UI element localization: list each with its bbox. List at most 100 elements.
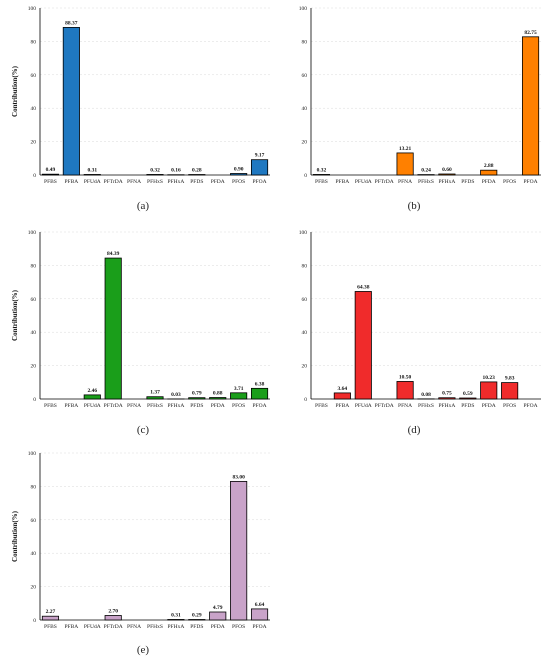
y-tick-label: 60 [302,297,308,303]
data-label: 3.71 [234,386,244,392]
bar [501,382,519,400]
data-label: 9.17 [255,153,265,159]
x-tick-label: PFHxA [439,179,456,185]
x-tick-label: PFHxA [168,179,185,185]
data-label: 10.23 [483,375,496,381]
x-tick-label: PFOS [503,403,516,409]
x-tick-label: PFBS [315,179,328,185]
bar [62,27,80,176]
panel-caption-d: (d) [407,424,421,436]
x-tick-label: PFDS [190,179,203,185]
y-tick-label: 40 [302,106,308,112]
x-tick-label: PFNA [127,403,141,409]
chart-panel-b: 0 20 40 60 80 100 0.32 PFBS PFBA PFUdA PFTrDA 13.21… [279,4,549,209]
x-tick-label: PFOS [503,179,516,185]
y-tick-label: 40 [31,551,37,557]
data-label: 9.83 [505,376,515,382]
bar [41,615,60,621]
y-tick-label: 80 [31,484,37,490]
x-tick-label: PFDS [190,403,203,409]
data-label: 4.79 [213,605,223,611]
data-label: 0.31 [171,612,181,618]
data-label: 0.32 [317,167,327,173]
x-tick-label: PFOS [232,179,245,185]
chart-svg-d: 0 20 40 60 80 100 PFBS 3.64 PFBA 64.38 PFUdA PFTrDA… [299,230,541,409]
x-tick-label: PFDA [211,624,225,630]
x-tick-label: PFDA [482,179,496,185]
data-label: 0.90 [234,166,244,172]
x-tick-label: PFBA [335,179,349,185]
x-tick-label: PFOA [253,179,267,185]
chart-panel-c: 0 20 40 60 80 100 Contribution(%) PFBS PFBA 2.46 P… [8,228,278,433]
x-tick-label: PFDS [190,624,203,630]
chart-svg-e: 0 20 40 60 80 100 Contribution(%) 2.27 PFBS PFBA P… [11,451,270,630]
bar [250,608,269,621]
data-label: 0.75 [442,391,452,397]
y-tick-label: 0 [33,397,36,403]
bar [250,159,269,176]
y-axis-label: Contribution(%) [11,65,19,117]
y-tick-label: 100 [299,230,308,236]
data-label: 0.32 [150,167,160,173]
data-label: 2.27 [46,609,56,615]
x-tick-label: PFDA [482,403,496,409]
data-label: 0.28 [192,168,202,174]
data-label: 0.03 [171,392,181,398]
y-axis-label: Contribution(%) [11,289,19,341]
x-tick-label: PFTrDA [375,179,394,185]
data-label: 2.88 [484,163,494,169]
data-label: 0.60 [442,167,452,173]
bar [209,397,227,400]
x-tick-label: PFHxA [168,403,185,409]
data-label: 0.29 [192,613,202,619]
bar [250,387,269,400]
x-tick-label: PFNA [398,179,412,185]
y-tick-label: 20 [302,140,308,146]
data-label: 0.88 [213,391,223,397]
y-tick-label: 100 [299,6,308,12]
bar [480,169,498,176]
bar [146,174,164,176]
x-tick-label: PFTrDA [104,624,123,630]
bar [230,392,248,400]
x-tick-label: PFUdA [355,179,372,185]
y-tick-label: 100 [28,230,37,236]
y-tick-label: 20 [302,364,308,370]
panel-caption-a: (a) [136,200,150,212]
bar [188,397,206,400]
chart-panel-a: 0 20 40 60 80 100 Contribution(%) 0.49 PFBS 88.37… [8,4,278,209]
panel-caption-b: (b) [407,200,421,212]
x-tick-label: PFBS [44,179,57,185]
x-tick-label: PFOS [232,403,245,409]
x-tick-label: PFUdA [84,403,101,409]
data-label: 0.79 [192,391,202,397]
bar [209,611,227,621]
x-tick-label: PFHxA [168,624,185,630]
bar [438,397,456,400]
bar [83,394,101,400]
data-label: 0.16 [171,168,181,174]
bar [104,615,122,621]
bar [312,174,331,176]
y-axis-label: Contribution(%) [11,510,19,562]
y-tick-label: 100 [28,6,37,12]
y-tick-label: 0 [304,397,307,403]
y-tick-label: 0 [33,173,36,179]
x-tick-label: PFBA [335,403,349,409]
x-tick-label: PFTrDA [104,179,123,185]
chart-panel-d: 0 20 40 60 80 100 PFBS 3.64 PFBA 64.38 PFUdA PFTrDA… [279,228,549,433]
y-tick-label: 40 [31,106,37,112]
data-label: 0.49 [46,167,56,173]
x-tick-label: PFBS [44,624,57,630]
data-label: 6.38 [255,381,265,387]
x-tick-label: PFHxS [147,403,163,409]
chart-panel-e: 0 20 40 60 80 100 Contribution(%) 2.27 PFBS PFBA P… [8,449,278,654]
bar [104,257,122,400]
y-tick-label: 60 [31,518,37,524]
x-tick-label: PFNA [398,403,412,409]
y-tick-label: 40 [31,330,37,336]
x-tick-label: PFBA [64,403,78,409]
data-label: 2.46 [87,388,97,394]
data-label: 64.38 [357,284,370,290]
x-tick-label: PFHxA [439,403,456,409]
